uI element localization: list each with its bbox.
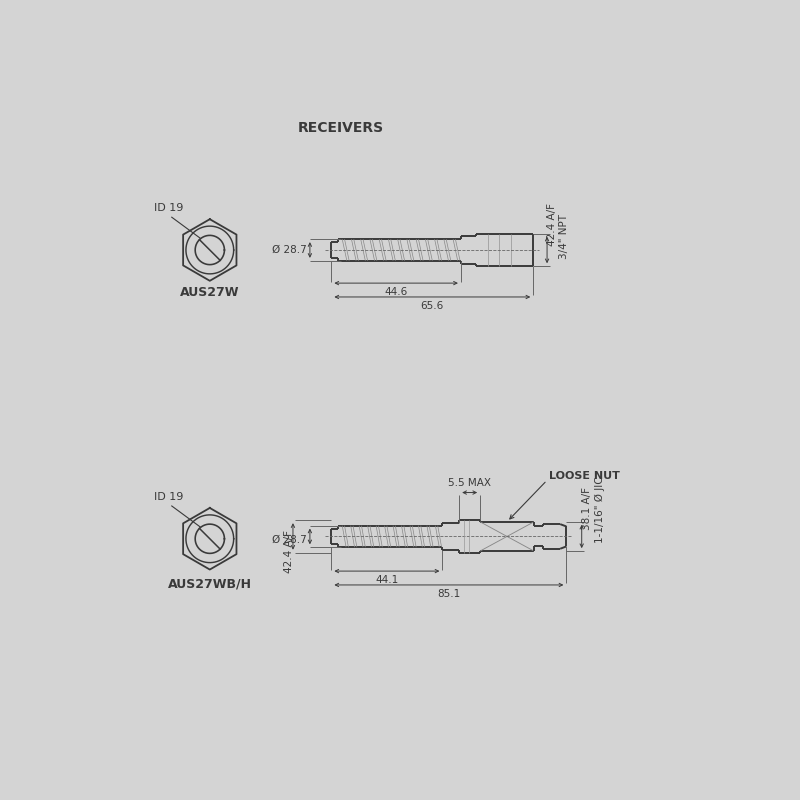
Text: 85.1: 85.1 — [438, 589, 461, 598]
Text: RECEIVERS: RECEIVERS — [298, 121, 384, 134]
Text: Ø 28.7: Ø 28.7 — [272, 245, 307, 255]
Text: Ø 28.7: Ø 28.7 — [272, 535, 307, 546]
Text: 42.4 A/F: 42.4 A/F — [284, 530, 294, 574]
Text: ID 19: ID 19 — [154, 492, 184, 502]
Text: LOOSE NUT: LOOSE NUT — [550, 470, 620, 481]
Text: 44.6: 44.6 — [385, 287, 408, 297]
Text: 1-1/16" Ø JIC: 1-1/16" Ø JIC — [594, 476, 605, 542]
Text: 5.5 MAX: 5.5 MAX — [448, 478, 491, 488]
Text: 3/4" NPT: 3/4" NPT — [559, 214, 569, 259]
Text: 42.4 A/F: 42.4 A/F — [547, 203, 558, 246]
Text: ID 19: ID 19 — [154, 203, 184, 213]
Text: AUS27W: AUS27W — [180, 286, 239, 299]
Text: 38.1 A/F: 38.1 A/F — [582, 487, 592, 530]
Text: 44.1: 44.1 — [375, 575, 398, 585]
Text: AUS27WB/H: AUS27WB/H — [168, 578, 252, 590]
Text: 65.6: 65.6 — [421, 301, 444, 311]
